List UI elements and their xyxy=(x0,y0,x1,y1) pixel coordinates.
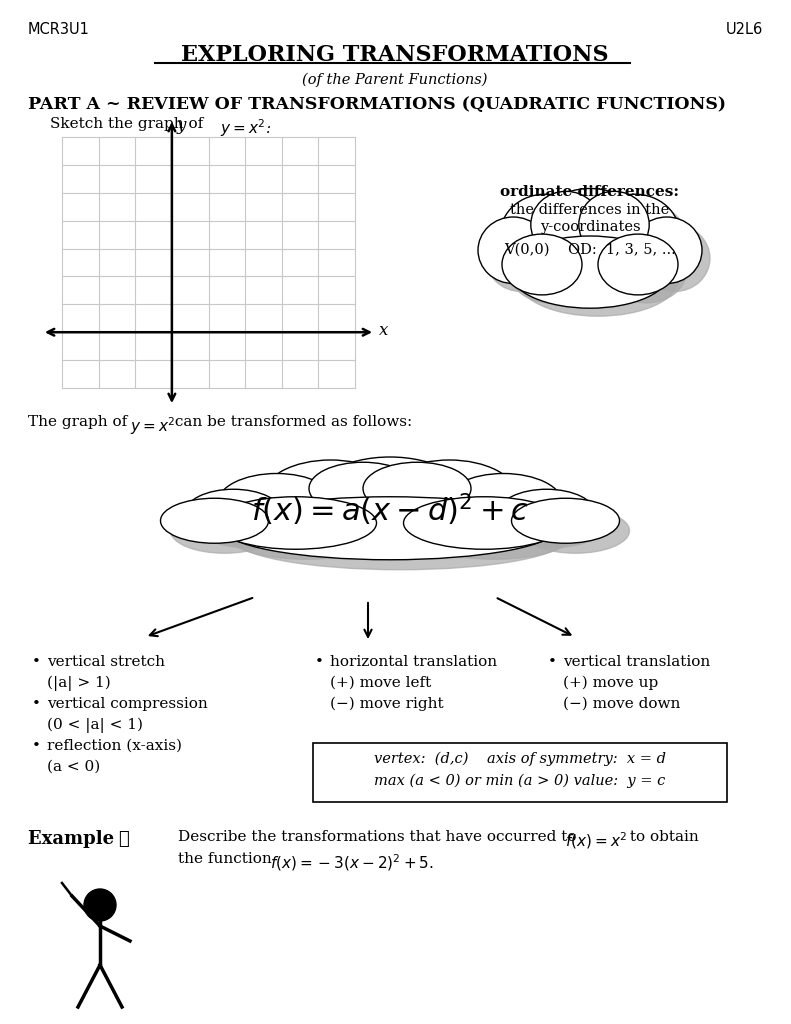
Ellipse shape xyxy=(502,234,582,295)
Ellipse shape xyxy=(486,225,556,292)
Text: EXPLORING TRANSFORMATIONS: EXPLORING TRANSFORMATIONS xyxy=(181,44,609,66)
Ellipse shape xyxy=(214,497,377,549)
Ellipse shape xyxy=(319,472,427,524)
Ellipse shape xyxy=(225,507,387,559)
Text: can be transformed as follows:: can be transformed as follows: xyxy=(170,415,412,429)
Text: (+) move up: (+) move up xyxy=(563,676,658,690)
Text: ①: ① xyxy=(118,830,129,848)
Ellipse shape xyxy=(509,202,598,282)
Text: (−) move down: (−) move down xyxy=(563,697,680,711)
Ellipse shape xyxy=(319,467,481,557)
Ellipse shape xyxy=(454,483,573,544)
Ellipse shape xyxy=(373,472,481,524)
Text: reflection (x-axis): reflection (x-axis) xyxy=(47,739,182,753)
Ellipse shape xyxy=(510,242,590,303)
Ellipse shape xyxy=(309,457,471,547)
Ellipse shape xyxy=(510,236,670,308)
Ellipse shape xyxy=(590,195,679,274)
Ellipse shape xyxy=(478,217,548,284)
Text: the function: the function xyxy=(178,852,277,866)
Ellipse shape xyxy=(444,473,563,534)
Ellipse shape xyxy=(531,191,601,258)
Ellipse shape xyxy=(233,507,567,569)
Ellipse shape xyxy=(227,483,346,544)
Ellipse shape xyxy=(631,217,702,284)
Ellipse shape xyxy=(185,489,282,538)
Text: MCR3U1: MCR3U1 xyxy=(28,22,90,37)
Text: y: y xyxy=(177,117,186,134)
Text: $f(x) = x^2$: $f(x) = x^2$ xyxy=(565,830,627,851)
Text: The graph of: The graph of xyxy=(28,415,132,429)
Text: U2L6: U2L6 xyxy=(726,22,763,37)
Text: (|a| > 1): (|a| > 1) xyxy=(47,676,111,691)
Text: to obtain: to obtain xyxy=(625,830,698,844)
Text: vertical stretch: vertical stretch xyxy=(47,655,165,669)
Ellipse shape xyxy=(414,507,576,559)
Text: •: • xyxy=(32,739,41,753)
Ellipse shape xyxy=(539,200,609,266)
Text: y-coordinates: y-coordinates xyxy=(539,220,640,234)
Ellipse shape xyxy=(508,500,605,547)
Text: $y = x^2$: $y = x^2$ xyxy=(130,415,176,436)
Ellipse shape xyxy=(529,188,651,293)
Ellipse shape xyxy=(587,200,657,266)
Ellipse shape xyxy=(382,460,517,532)
Ellipse shape xyxy=(195,500,292,547)
Ellipse shape xyxy=(498,489,595,538)
Text: •: • xyxy=(32,655,41,669)
Ellipse shape xyxy=(521,508,630,553)
Text: vertical translation: vertical translation xyxy=(563,655,710,669)
Text: PART A ~ REVIEW OF TRANSFORMATIONS (QUADRATIC FUNCTIONS): PART A ~ REVIEW OF TRANSFORMATIONS (QUAD… xyxy=(28,96,726,113)
FancyBboxPatch shape xyxy=(313,743,727,802)
Ellipse shape xyxy=(392,470,527,542)
Text: $y = x^2$:: $y = x^2$: xyxy=(220,117,271,138)
Ellipse shape xyxy=(606,242,686,303)
Ellipse shape xyxy=(501,195,590,274)
Ellipse shape xyxy=(512,499,619,544)
Ellipse shape xyxy=(273,470,408,542)
Text: x: x xyxy=(379,322,388,339)
Text: •: • xyxy=(548,655,557,669)
Ellipse shape xyxy=(161,499,268,544)
Text: vertex:  (d,c)    axis of symmetry:  x = d: vertex: (d,c) axis of symmetry: x = d xyxy=(374,752,666,766)
Text: $f(x) = a(x - d)^2 + c$: $f(x) = a(x - d)^2 + c$ xyxy=(251,492,529,528)
Text: max (a < 0) or min (a > 0) value:  y = c: max (a < 0) or min (a > 0) value: y = c xyxy=(374,774,666,788)
Text: V(0,0)    OD:  1, 3, 5, ...: V(0,0) OD: 1, 3, 5, ... xyxy=(504,243,676,257)
Ellipse shape xyxy=(518,244,678,316)
Ellipse shape xyxy=(309,462,417,515)
Text: (−) move right: (−) move right xyxy=(330,697,444,712)
Text: ordinate differences:: ordinate differences: xyxy=(501,185,679,199)
Ellipse shape xyxy=(598,202,687,282)
Ellipse shape xyxy=(640,225,710,292)
Text: the differences in the: the differences in the xyxy=(510,203,670,217)
Text: (of the Parent Functions): (of the Parent Functions) xyxy=(302,73,488,87)
Text: (0 < |a| < 1): (0 < |a| < 1) xyxy=(47,718,143,733)
Ellipse shape xyxy=(222,497,558,560)
Text: $f(x) = -3(x-2)^2 + 5.$: $f(x) = -3(x-2)^2 + 5.$ xyxy=(270,852,433,872)
Ellipse shape xyxy=(598,234,678,295)
Ellipse shape xyxy=(363,462,471,515)
Ellipse shape xyxy=(171,508,278,553)
Text: (a < 0): (a < 0) xyxy=(47,760,100,774)
Text: Sketch the graph of: Sketch the graph of xyxy=(50,117,208,131)
Text: vertical compression: vertical compression xyxy=(47,697,208,711)
Ellipse shape xyxy=(218,473,336,534)
Text: horizontal translation: horizontal translation xyxy=(330,655,497,669)
Circle shape xyxy=(84,889,116,921)
Ellipse shape xyxy=(403,497,566,549)
Ellipse shape xyxy=(263,460,398,532)
Text: (+) move left: (+) move left xyxy=(330,676,431,690)
Text: •: • xyxy=(32,697,41,711)
Text: Example: Example xyxy=(28,830,120,848)
Text: Describe the transformations that have occurred to: Describe the transformations that have o… xyxy=(178,830,581,844)
Ellipse shape xyxy=(537,197,659,301)
Ellipse shape xyxy=(579,191,649,258)
Text: •: • xyxy=(315,655,324,669)
